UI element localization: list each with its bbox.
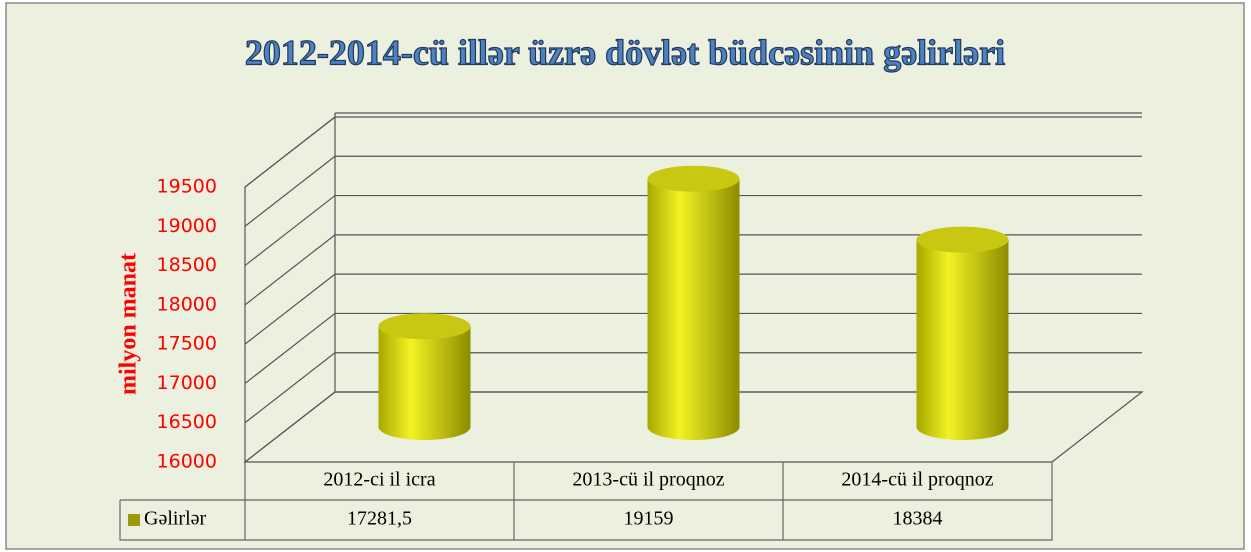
y-tick-label: 16500: [157, 411, 217, 433]
bar: [916, 226, 1009, 440]
cylinder-top: [916, 226, 1009, 253]
chart-title: 2012-2014-cü illər üzrə dövlət büdcəsini…: [245, 32, 1005, 72]
grid-line: [244, 194, 1142, 267]
y-tick-label: 17000: [157, 372, 217, 394]
value-label: 17281,5: [347, 508, 412, 530]
cylinder-body: [916, 239, 1009, 440]
y-tick-label: 19000: [157, 215, 217, 237]
legend-label: Gəlirlər: [144, 508, 207, 530]
value-label: 18384: [893, 508, 943, 530]
x-tick-label: 2014-cü il proqnoz: [841, 469, 993, 491]
x-tick-label: 2012-ci il icra: [323, 469, 435, 491]
table-lines: [119, 462, 1053, 541]
grid-line: [244, 116, 1142, 188]
grid-line: [244, 312, 1142, 384]
y-tick-label: 16000: [157, 451, 217, 473]
grid-line: [244, 155, 1142, 227]
cylinder-body: [378, 326, 471, 440]
y-tick-label: 18500: [157, 254, 217, 276]
cylinder-body: [647, 178, 740, 441]
grid-line: [244, 352, 1142, 424]
grid-line: [244, 234, 1142, 306]
value-label: 19159: [624, 508, 674, 530]
y-tick-label: 18000: [157, 293, 217, 315]
cylinder-top: [647, 165, 740, 192]
grid-line: [244, 273, 1142, 345]
chart-background: [5, 2, 1245, 550]
y-axis-label: milyon manat: [116, 253, 142, 395]
x-tick-label: 2013-cü il proqnoz: [572, 469, 724, 491]
y-tick-label: 19500: [157, 176, 217, 198]
bar: [378, 313, 471, 440]
grid-line: [244, 391, 1142, 463]
y-tick-label: 17500: [157, 333, 217, 355]
bar: [647, 165, 740, 441]
cylinder-top: [378, 313, 471, 340]
legend-swatch: [128, 514, 140, 526]
